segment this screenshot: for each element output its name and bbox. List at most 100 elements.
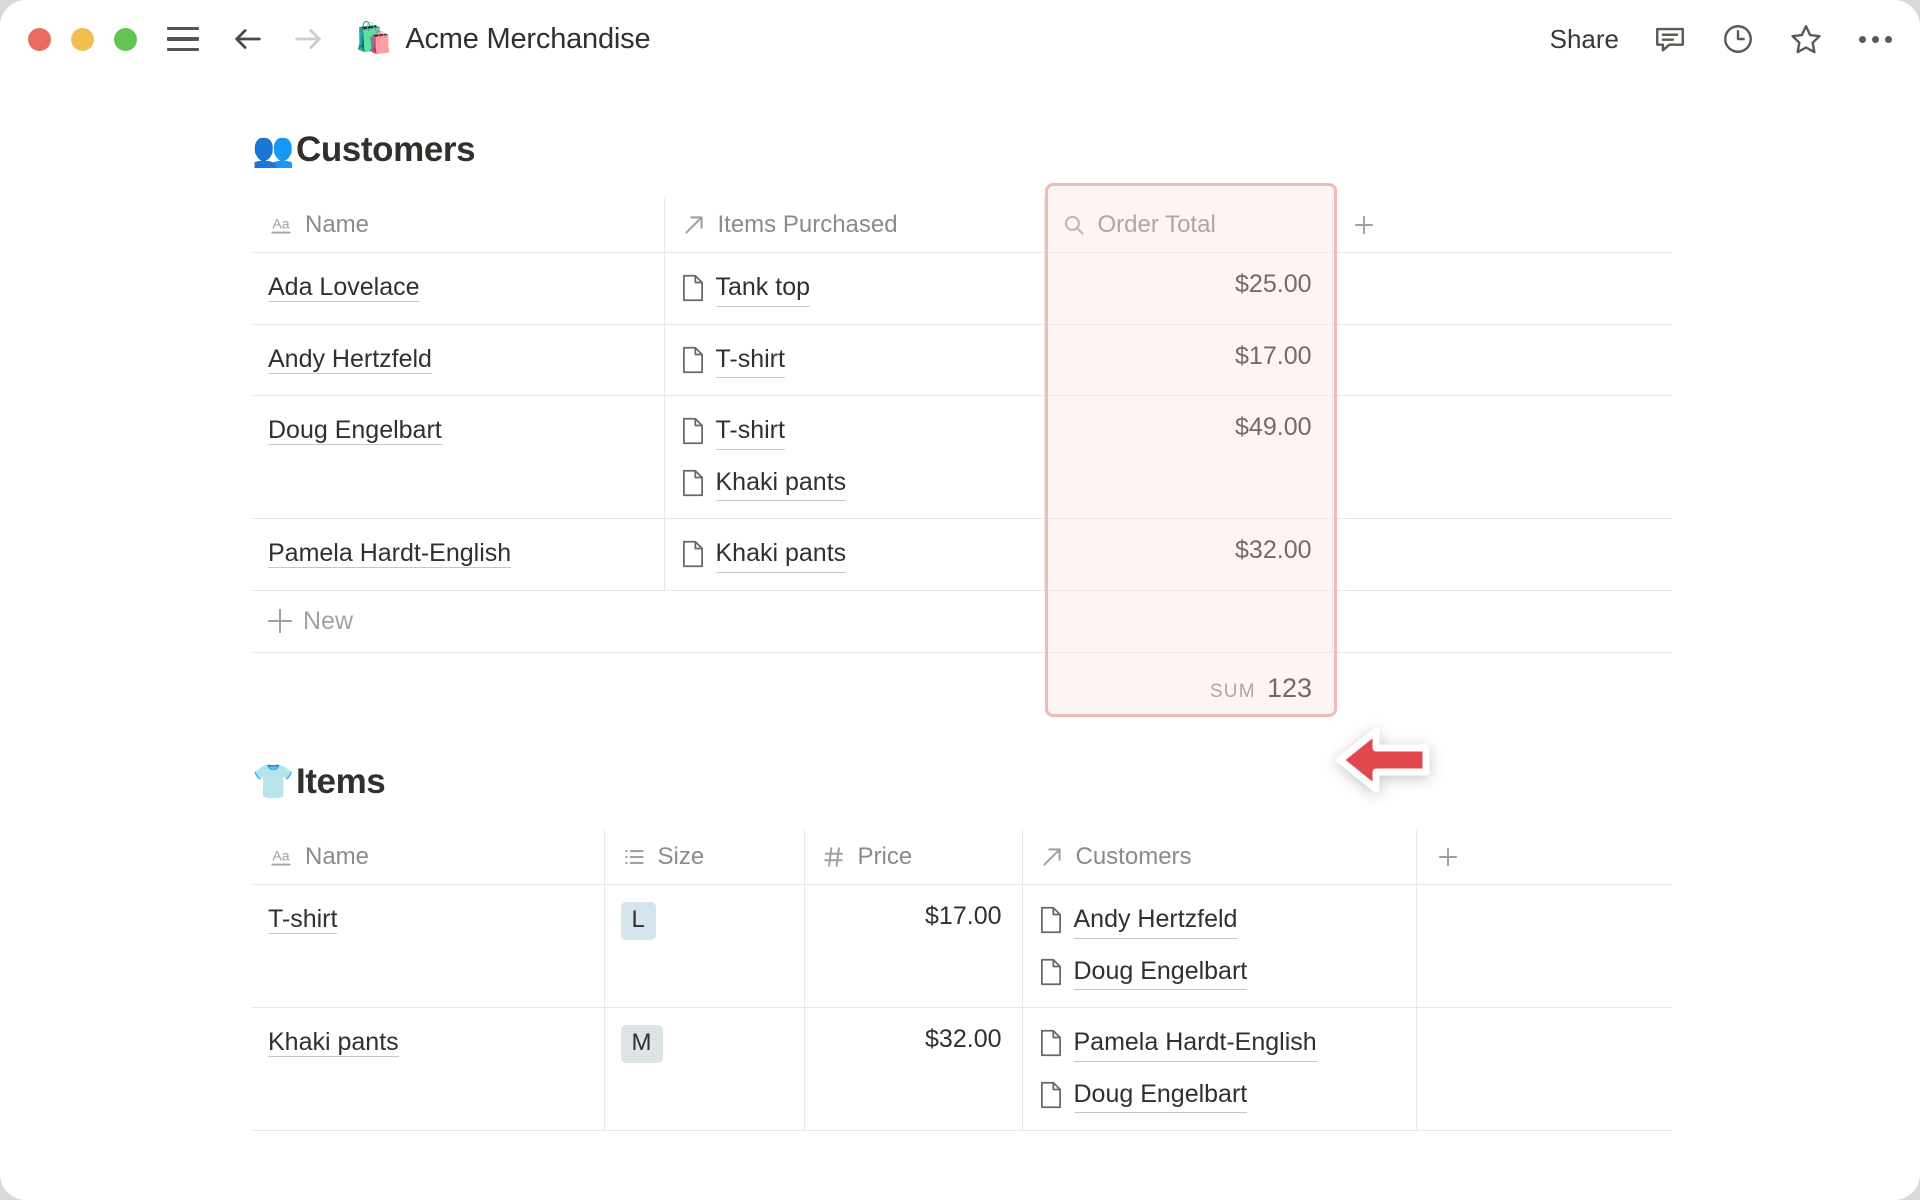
page-icon xyxy=(682,418,703,445)
order-total-cell[interactable]: $49.00 xyxy=(1044,395,1333,519)
relation-chip[interactable]: T-shirt xyxy=(681,342,1028,378)
items-emoji-icon: 👕 xyxy=(252,763,294,801)
item-name-cell[interactable]: Khaki pants xyxy=(252,1007,605,1131)
column-header-name[interactable]: Aa Name xyxy=(252,830,605,885)
customer-name-cell[interactable]: Andy Hertzfeld xyxy=(252,324,665,396)
sum-label: SUM xyxy=(1209,680,1256,702)
order-total-value: $25.00 xyxy=(1235,270,1312,298)
item-price-cell[interactable]: $17.00 xyxy=(804,884,1023,1008)
relation-chip[interactable]: Andy Hertzfeld xyxy=(1039,902,1400,939)
column-header-items-purchased[interactable]: Items Purchased xyxy=(664,198,1045,253)
column-header-customers[interactable]: Customers xyxy=(1022,830,1417,885)
table-row[interactable]: T-shirt L $17.00 Andy Hertzfeld Doug Engelba… xyxy=(252,884,1672,1008)
table-row[interactable]: Pamela Hardt-English Khaki pants $32.00 xyxy=(252,518,1672,591)
item-customers-cell[interactable]: Andy Hertzfeld Doug Engelbart xyxy=(1022,884,1417,1008)
order-total-cell[interactable]: $32.00 xyxy=(1044,518,1333,591)
share-button[interactable]: Share xyxy=(1549,23,1619,54)
page-link[interactable]: T-shirt xyxy=(715,413,785,450)
page-link[interactable]: Andy Hertzfeld xyxy=(1073,902,1238,939)
page-link[interactable]: Tank top xyxy=(715,270,811,307)
plus-icon xyxy=(1438,847,1457,867)
table-row[interactable]: Andy Hertzfeld T-shirt $17.00 xyxy=(252,324,1672,396)
page-link[interactable]: T-shirt xyxy=(268,905,338,934)
column-header-label: Price xyxy=(857,843,913,870)
ellipsis-icon[interactable] xyxy=(1857,30,1894,49)
item-name-cell[interactable]: T-shirt xyxy=(252,884,605,1008)
comment-icon[interactable] xyxy=(1653,22,1687,56)
items-purchased-cell[interactable]: Khaki pants xyxy=(664,518,1045,591)
page-link[interactable]: T-shirt xyxy=(715,342,785,378)
row-end-spacer xyxy=(1332,518,1672,591)
add-column-button[interactable] xyxy=(1332,198,1672,253)
footer-spacer-name xyxy=(252,652,664,726)
table-row[interactable]: Ada Lovelace Tank top $25.00 xyxy=(252,252,1672,325)
plus-icon xyxy=(268,609,292,633)
page-link[interactable]: Doug Engelbart xyxy=(1073,1077,1248,1113)
page-icon xyxy=(1040,1030,1061,1057)
order-total-cell[interactable]: $25.00 xyxy=(1044,252,1333,325)
customers-header-row: Aa Name xyxy=(252,198,1672,253)
page-link[interactable]: Khaki pants xyxy=(268,1028,399,1057)
column-header-label: Items Purchased xyxy=(717,211,898,238)
table-row[interactable]: Khaki pants M $32.00 Pamela Hardt-English Do… xyxy=(252,1007,1672,1131)
window-controls xyxy=(28,27,137,51)
item-price-value: $32.00 xyxy=(925,1025,1002,1053)
row-end-spacer xyxy=(1416,884,1672,1008)
clock-icon[interactable] xyxy=(1721,22,1755,56)
relation-chip[interactable]: Pamela Hardt-English xyxy=(1039,1025,1400,1062)
hamburger-icon[interactable] xyxy=(167,27,199,51)
page-link[interactable]: Doug Engelbart xyxy=(1073,954,1248,990)
relation-chip[interactable]: Doug Engelbart xyxy=(1039,1077,1400,1113)
maximize-button[interactable] xyxy=(114,27,137,51)
page-link[interactable]: Andy Hertzfeld xyxy=(268,344,432,374)
customer-name-cell[interactable]: Doug Engelbart xyxy=(252,395,665,519)
row-end-spacer xyxy=(1332,395,1672,519)
relation-chip[interactable]: Doug Engelbart xyxy=(1039,954,1400,990)
items-purchased-cell[interactable]: Tank top xyxy=(664,252,1045,325)
relation-chip[interactable]: Khaki pants xyxy=(681,536,1028,573)
relation-chip[interactable]: Khaki pants xyxy=(681,465,1028,501)
page-link[interactable]: Ada Lovelace xyxy=(268,273,420,302)
relation-chip[interactable]: Tank top xyxy=(681,270,1028,307)
items-purchased-cell[interactable]: T-shirt xyxy=(664,324,1045,396)
column-header-name[interactable]: Aa Name xyxy=(252,198,665,253)
items-header-row: Aa Name xyxy=(252,830,1672,885)
text-property-icon: Aa xyxy=(271,847,291,866)
item-customers-cell[interactable]: Pamela Hardt-English Doug Engelbart xyxy=(1022,1007,1417,1131)
customers-new-row[interactable]: New xyxy=(252,590,1672,653)
page-link[interactable]: Doug Engelbart xyxy=(268,416,442,445)
column-header-label: Name xyxy=(305,211,370,238)
svg-text:Aa: Aa xyxy=(272,215,289,231)
page-link[interactable]: Khaki pants xyxy=(715,536,847,573)
customer-name-cell[interactable]: Ada Lovelace xyxy=(252,252,665,325)
item-price-cell[interactable]: $32.00 xyxy=(804,1007,1023,1131)
items-purchased-cell[interactable]: T-shirt Khaki pants xyxy=(664,395,1045,519)
column-header-order-total[interactable]: Order Total xyxy=(1044,198,1333,253)
page-icon xyxy=(682,346,703,373)
item-price-value: $17.00 xyxy=(925,902,1002,930)
new-row-cell[interactable]: New xyxy=(252,590,1333,653)
customer-name-cell[interactable]: Pamela Hardt-English xyxy=(252,518,665,591)
arrow-right-icon[interactable] xyxy=(291,22,325,56)
column-header-size[interactable]: Size xyxy=(604,830,805,885)
item-size-cell[interactable]: L xyxy=(604,884,805,1008)
star-icon[interactable] xyxy=(1789,22,1823,56)
arrow-left-icon[interactable] xyxy=(231,22,265,56)
item-size-cell[interactable]: M xyxy=(604,1007,805,1131)
close-button[interactable] xyxy=(28,27,51,51)
page-link[interactable]: Pamela Hardt-English xyxy=(268,539,512,568)
relation-chip[interactable]: T-shirt xyxy=(681,413,1028,450)
add-column-button[interactable] xyxy=(1416,830,1672,885)
order-total-value: $32.00 xyxy=(1235,536,1312,564)
page-link[interactable]: Khaki pants xyxy=(715,465,847,501)
column-header-price[interactable]: Price xyxy=(804,830,1023,885)
order-total-sum-cell[interactable]: SUM 123 xyxy=(1044,652,1332,726)
order-total-cell[interactable]: $17.00 xyxy=(1044,324,1333,396)
relation-property-icon xyxy=(684,216,703,234)
number-property-icon xyxy=(823,847,843,867)
customers-heading: 👥 Customers xyxy=(252,130,1672,170)
page-link[interactable]: Pamela Hardt-English xyxy=(1073,1025,1317,1062)
table-row[interactable]: Doug Engelbart T-shirt Khaki pants $49.00 xyxy=(252,395,1672,519)
minimize-button[interactable] xyxy=(71,27,94,51)
breadcrumb[interactable]: 🛍️ Acme Merchandise xyxy=(355,23,651,56)
